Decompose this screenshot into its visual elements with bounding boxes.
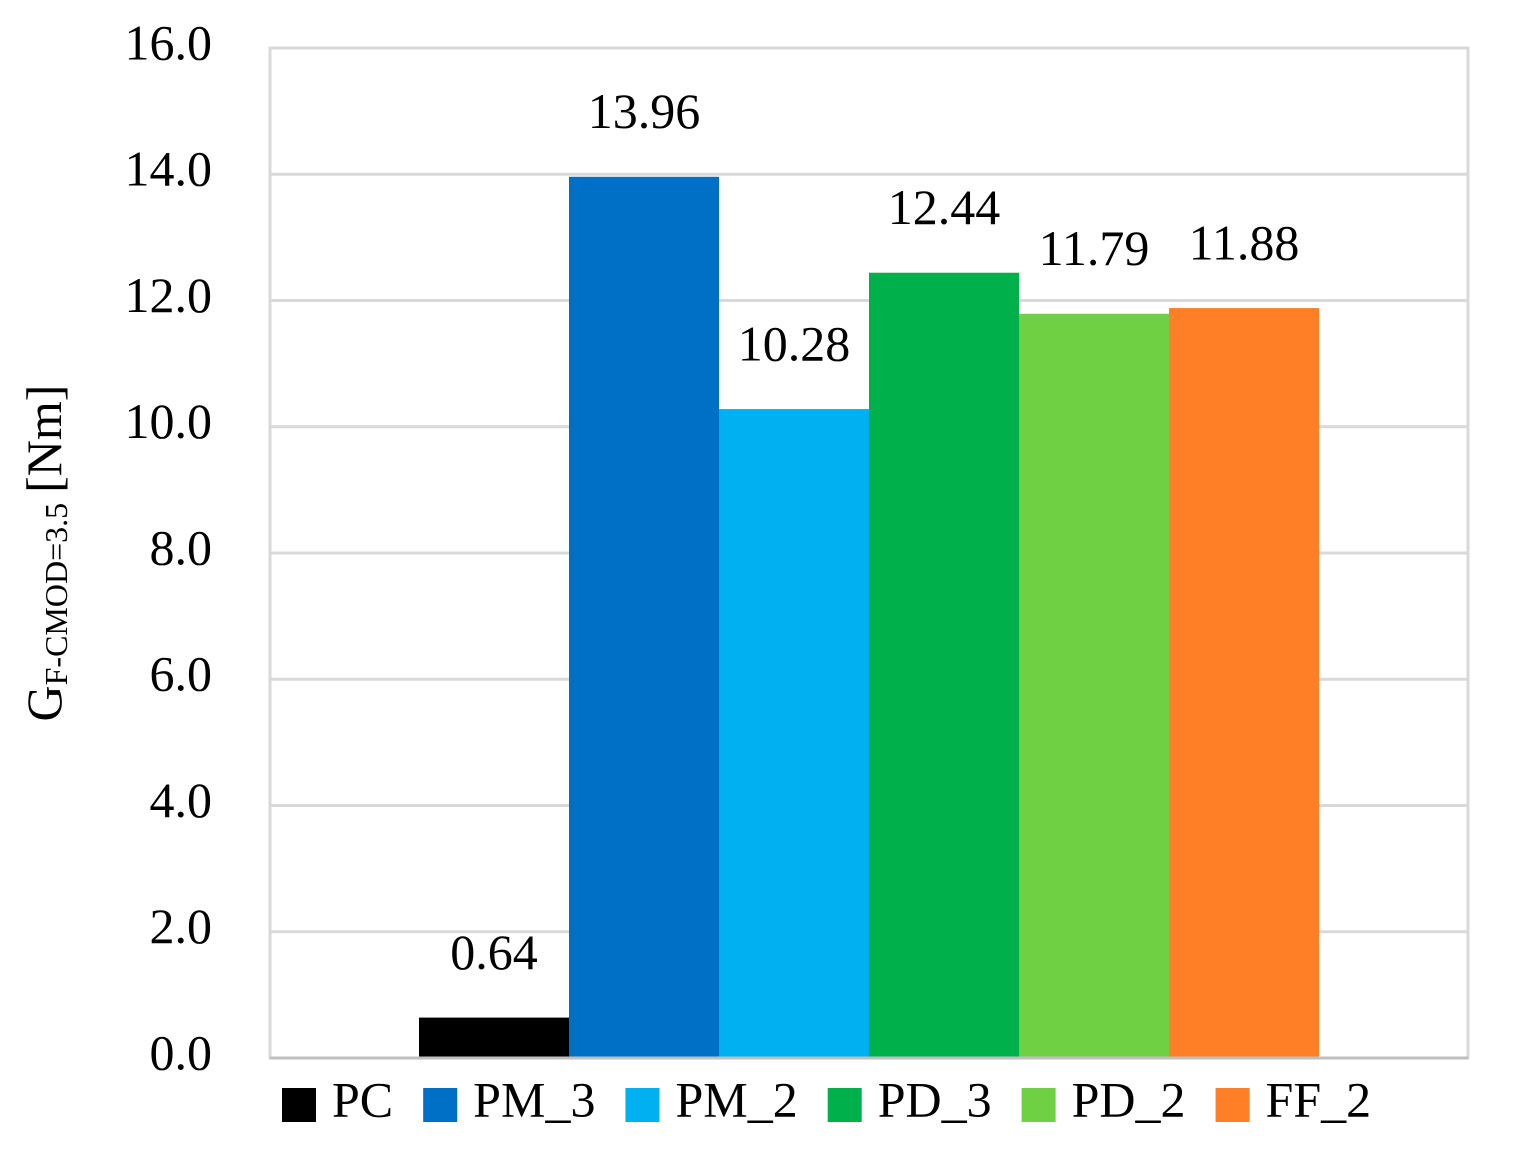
- data-label: 11.79: [1039, 220, 1150, 276]
- legend-swatch: [625, 1088, 660, 1122]
- y-tick-label: 0.0: [150, 1024, 213, 1080]
- y-label-unit: [Nm]: [16, 385, 72, 493]
- y-tick-label: 12.0: [125, 267, 213, 323]
- legend-label: PM_2: [675, 1071, 797, 1127]
- y-tick-label: 4.0: [150, 772, 213, 828]
- data-label: 13.96: [588, 83, 701, 139]
- bar: [719, 409, 869, 1058]
- legend-label: PD_3: [878, 1071, 992, 1127]
- y-axis-label: GF-CMOD=3.5 [Nm]: [16, 385, 74, 722]
- legend-swatch: [827, 1088, 862, 1122]
- bar: [869, 272, 1019, 1059]
- legend-label: PC: [332, 1071, 393, 1127]
- legend-label: FF_2: [1266, 1071, 1372, 1127]
- y-tick-label: 8.0: [150, 519, 213, 575]
- data-label: 0.64: [450, 924, 538, 980]
- y-tick-label: 10.0: [125, 393, 213, 449]
- y-tick-label: 16.0: [125, 14, 213, 70]
- y-label-sub: F-CMOD=3.5: [38, 503, 74, 686]
- y-tick-label: 6.0: [150, 646, 213, 702]
- bar: [419, 1017, 569, 1058]
- legend-swatch: [423, 1088, 458, 1122]
- bar: [1019, 313, 1169, 1059]
- y-tick-label: 14.0: [125, 141, 213, 197]
- y-tick-label: 2.0: [150, 898, 213, 954]
- y-label-main: G: [16, 685, 72, 721]
- data-label: 12.44: [888, 179, 1001, 235]
- legend-swatch: [282, 1088, 316, 1122]
- data-label: 10.28: [738, 316, 851, 372]
- legend-swatch: [1021, 1088, 1056, 1122]
- legend-label: PD_2: [1072, 1071, 1186, 1127]
- legend-label: PM_3: [473, 1071, 595, 1127]
- bar: [569, 176, 719, 1058]
- bar: [1169, 308, 1319, 1058]
- legend-swatch: [1215, 1088, 1250, 1122]
- data-label: 11.88: [1189, 215, 1300, 271]
